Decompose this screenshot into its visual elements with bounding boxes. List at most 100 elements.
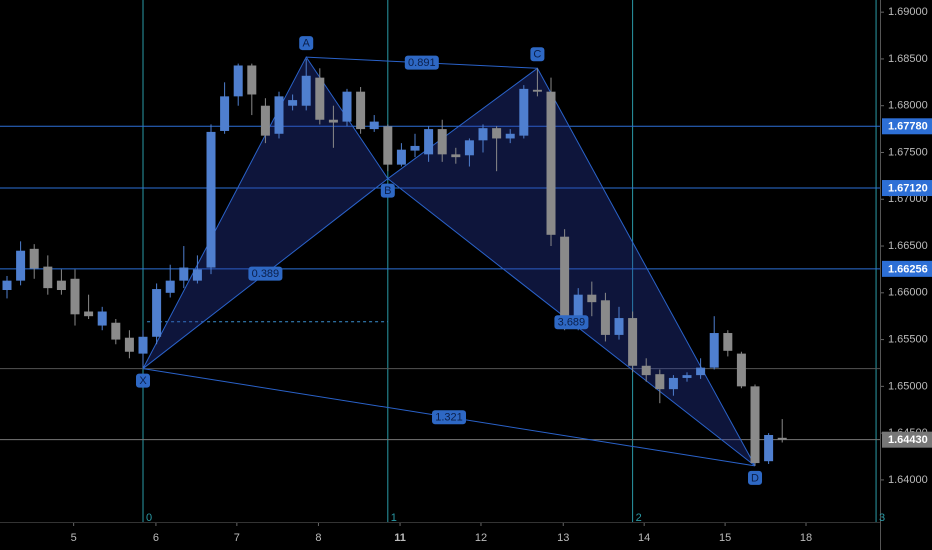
candle-body	[505, 133, 515, 139]
ratio-text: 1.321	[435, 412, 463, 424]
point-badge	[380, 183, 395, 198]
ratio-label: 3.689	[554, 315, 589, 330]
y-tick-label: 1.66000	[888, 287, 928, 299]
candle-body	[682, 375, 692, 378]
ratio-label: 1.321	[432, 410, 467, 425]
x-tick-label: 15	[719, 532, 731, 544]
candle-body	[206, 131, 216, 268]
candle-body	[369, 121, 379, 130]
candle-body	[424, 129, 434, 155]
candle-body	[315, 77, 325, 120]
candle-body	[111, 322, 121, 340]
candle-body	[668, 377, 678, 390]
fib-time-label: 0	[146, 512, 152, 524]
y-tick-label: 1.67500	[888, 146, 928, 158]
candle-body	[532, 89, 542, 92]
candle-body	[723, 333, 733, 351]
candle-body	[587, 294, 597, 303]
candle-body	[179, 267, 189, 281]
candle-body	[478, 128, 488, 141]
candle-body	[2, 280, 12, 290]
point-badge	[136, 373, 151, 388]
candle-body	[573, 294, 583, 321]
y-tick-label: 1.68000	[888, 100, 928, 112]
price-badge	[882, 431, 932, 448]
ratio-text: 0.389	[252, 268, 280, 280]
point-label: C	[533, 49, 541, 61]
fib-time-label: 1	[391, 512, 397, 524]
candle-body	[614, 318, 624, 335]
x-tick-label: 11	[394, 532, 406, 544]
candle-body	[220, 96, 230, 131]
point-badge	[299, 36, 314, 51]
candle-body	[288, 100, 298, 106]
ratio-badge	[432, 410, 467, 425]
candle-body	[301, 75, 311, 106]
candle-body	[274, 96, 284, 134]
candle-body	[233, 65, 243, 97]
candle-body	[16, 250, 26, 281]
candle-body	[600, 300, 610, 335]
candle-body	[560, 236, 570, 321]
price-badge	[882, 118, 932, 135]
ratio-label: 0.389	[248, 266, 283, 281]
candle-body	[56, 280, 66, 290]
candle-body	[260, 105, 270, 136]
point-label: B	[384, 185, 391, 197]
y-tick-label: 1.67000	[888, 193, 928, 205]
point-badge	[530, 47, 545, 62]
x-tick-label: 8	[315, 532, 321, 544]
price-badge-label: 1.66256	[888, 263, 928, 275]
candle-body	[192, 269, 202, 281]
candle-body	[328, 119, 338, 123]
candle-body	[70, 278, 80, 315]
ratio-text: 0.891	[408, 57, 436, 69]
x-tick-label: 6	[153, 532, 159, 544]
point-label: D	[751, 472, 759, 484]
candle-body	[736, 353, 746, 387]
candle-body	[410, 145, 420, 151]
y-tick-label: 1.66500	[888, 240, 928, 252]
candle-body	[641, 365, 651, 376]
price-badge-label: 1.64430	[888, 434, 928, 446]
price-badge-label: 1.67120	[888, 182, 928, 194]
ratio-text: 3.689	[558, 317, 586, 329]
ratio-label: 0.891	[404, 55, 439, 70]
candle-body	[546, 91, 556, 235]
candle-body	[519, 88, 529, 136]
candle-body	[709, 333, 719, 368]
candle-body	[138, 336, 148, 354]
candle-body	[97, 311, 107, 326]
ratio-badge	[404, 55, 439, 70]
candle-body	[437, 129, 447, 155]
ratio-badge	[248, 266, 283, 281]
x-tick-label: 5	[71, 532, 77, 544]
candle-body	[84, 311, 94, 317]
point-label: A	[303, 37, 311, 49]
candle-body	[247, 65, 257, 95]
candle-body	[777, 437, 787, 440]
candle-body	[764, 435, 774, 462]
x-tick-label: 18	[800, 532, 812, 544]
y-tick-label: 1.65000	[888, 380, 928, 392]
candle-body	[342, 91, 352, 122]
candle-body	[29, 248, 39, 269]
fib-time-label: 2	[636, 512, 642, 524]
price-badge-label: 1.67780	[888, 121, 928, 133]
candle-body	[696, 367, 706, 376]
y-tick-label: 1.64000	[888, 474, 928, 486]
candle-body	[383, 126, 393, 165]
point-label: X	[139, 375, 147, 387]
x-tick-label: 13	[557, 532, 569, 544]
point-badge	[748, 470, 763, 485]
price-badge	[882, 180, 932, 197]
x-tick-label: 14	[638, 532, 650, 544]
candle-body	[43, 266, 53, 289]
x-tick-label: 12	[475, 532, 487, 544]
candle-body	[356, 91, 366, 130]
candle-body	[464, 140, 474, 156]
y-tick-label: 1.68500	[888, 53, 928, 65]
candle-body	[628, 318, 638, 366]
